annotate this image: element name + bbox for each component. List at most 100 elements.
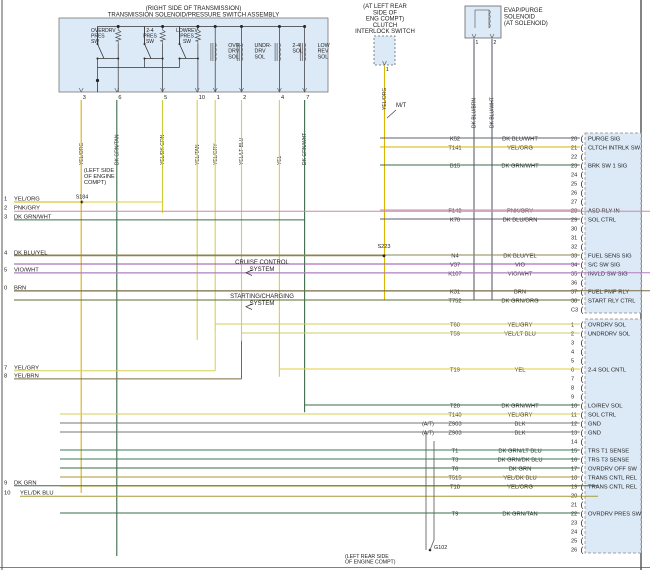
svg-text:31: 31 — [571, 235, 577, 241]
svg-text:Z903: Z903 — [448, 421, 461, 427]
svg-text:K70: K70 — [450, 217, 460, 223]
svg-text:YEL/TAN: YEL/TAN — [195, 144, 201, 165]
svg-text:3: 3 — [83, 95, 86, 101]
svg-text:10: 10 — [199, 95, 205, 101]
svg-text:COMPT): COMPT) — [84, 180, 106, 186]
svg-text:24: 24 — [571, 529, 577, 535]
svg-text:TRANSMISSION SOLENOID/PRESSURE: TRANSMISSION SOLENOID/PRESSURE SWITCH AS… — [108, 13, 280, 19]
svg-text:YEL/ORG: YEL/ORG — [14, 197, 40, 203]
svg-text:SW: SW — [183, 39, 191, 45]
svg-text:4: 4 — [281, 95, 284, 101]
svg-text:23: 23 — [571, 163, 577, 169]
svg-text:SOL: SOL — [255, 54, 266, 60]
svg-text:ENG COMPT): ENG COMPT) — [366, 17, 404, 23]
svg-text:YEL/LT BLU: YEL/LT BLU — [239, 137, 245, 165]
svg-text:26: 26 — [571, 190, 577, 196]
svg-text:DK BLU/YEL: DK BLU/YEL — [14, 250, 48, 256]
svg-text:14: 14 — [571, 439, 577, 445]
svg-text:YEL/DK BLU: YEL/DK BLU — [503, 475, 537, 481]
svg-text:FUEL SENS SIG: FUEL SENS SIG — [588, 253, 632, 259]
svg-text:OVRDRV PRES SW: OVRDRV PRES SW — [588, 511, 642, 517]
svg-text:SIDE OF: SIDE OF — [373, 10, 397, 16]
svg-text:18: 18 — [571, 475, 577, 481]
svg-text:(RIGHT SIDE OF TRANSMISSION): (RIGHT SIDE OF TRANSMISSION) — [146, 6, 241, 12]
svg-text:T515: T515 — [448, 475, 461, 481]
svg-text:17: 17 — [571, 466, 577, 472]
svg-text:C3: C3 — [571, 307, 578, 313]
svg-text:K31: K31 — [450, 289, 460, 295]
svg-text:CLUTCH: CLUTCH — [373, 23, 397, 29]
svg-text:DK GRN/WHT: DK GRN/WHT — [501, 163, 539, 169]
svg-text:EVAP/PURGE: EVAP/PURGE — [504, 8, 543, 14]
svg-text:SW: SW — [146, 39, 154, 45]
svg-text:Z903: Z903 — [448, 430, 461, 436]
svg-text:20: 20 — [571, 136, 577, 142]
svg-text:7: 7 — [571, 376, 574, 382]
svg-text:SYSTEM: SYSTEM — [250, 301, 275, 307]
svg-text:5: 5 — [571, 358, 574, 364]
svg-text:SOL CTRL: SOL CTRL — [588, 217, 617, 223]
svg-text:25: 25 — [571, 181, 577, 187]
svg-text:24: 24 — [571, 172, 577, 178]
svg-text:BRN: BRN — [14, 285, 26, 291]
svg-text:33: 33 — [571, 253, 577, 259]
svg-text:OVRDRV SOL: OVRDRV SOL — [588, 322, 627, 328]
svg-text:YEL/DK GRN: YEL/DK GRN — [160, 134, 166, 165]
svg-text:T59: T59 — [450, 331, 460, 337]
svg-text:T19: T19 — [450, 367, 460, 373]
svg-text:SYSTEM: SYSTEM — [250, 267, 275, 273]
svg-text:27: 27 — [571, 199, 577, 205]
svg-text:29: 29 — [571, 217, 577, 223]
svg-text:FUEL PMP RLY: FUEL PMP RLY — [588, 289, 629, 295]
svg-text:PNK/GRY: PNK/GRY — [14, 206, 40, 212]
svg-text:30: 30 — [571, 226, 577, 232]
svg-text:15: 15 — [571, 448, 577, 454]
svg-text:YEL/ORG: YEL/ORG — [507, 484, 533, 490]
svg-text:(A/T): (A/T) — [422, 421, 434, 427]
svg-text:SOL CTRL: SOL CTRL — [588, 412, 617, 418]
svg-text:1: 1 — [217, 95, 220, 101]
svg-text:DK GRN/WHT: DK GRN/WHT — [14, 214, 52, 220]
svg-text:DK BLU/BRN: DK BLU/BRN — [503, 217, 538, 223]
svg-text:1: 1 — [571, 322, 574, 328]
svg-text:LO/REV SOL: LO/REV SOL — [588, 403, 623, 409]
svg-text:34: 34 — [571, 262, 577, 268]
svg-text:(A/T): (A/T) — [422, 430, 434, 436]
svg-text:25: 25 — [571, 538, 577, 544]
svg-text:SOLENOID: SOLENOID — [504, 15, 536, 21]
svg-text:B15: B15 — [450, 163, 460, 169]
svg-text:5: 5 — [164, 95, 167, 101]
svg-text:BRN: BRN — [514, 289, 526, 295]
svg-text:DK BLU/WHT: DK BLU/WHT — [490, 97, 496, 128]
svg-text:T1: T1 — [452, 448, 459, 454]
svg-text:G102: G102 — [434, 545, 447, 551]
svg-text:T18: T18 — [450, 484, 460, 490]
svg-text:DK GRN/LT BLU: DK GRN/LT BLU — [498, 448, 541, 454]
svg-text:PURGE SIG: PURGE SIG — [588, 136, 621, 142]
svg-text:22: 22 — [571, 154, 577, 160]
svg-text:10: 10 — [571, 403, 577, 409]
svg-text:(: ( — [581, 304, 584, 314]
svg-text:YEL: YEL — [515, 367, 527, 373]
svg-text:0: 0 — [4, 285, 7, 291]
svg-text:23: 23 — [571, 520, 577, 526]
svg-text:13: 13 — [571, 430, 577, 436]
svg-text:22: 22 — [571, 511, 577, 517]
svg-text:7: 7 — [4, 365, 7, 371]
svg-text:GND: GND — [588, 421, 601, 427]
svg-text:N4: N4 — [451, 253, 459, 259]
svg-text:TRANS CNTL REL: TRANS CNTL REL — [588, 484, 638, 490]
svg-text:9: 9 — [571, 394, 574, 400]
svg-text:11: 11 — [571, 412, 577, 418]
svg-text:SOL: SOL — [292, 49, 303, 55]
svg-text:T9: T9 — [452, 511, 459, 517]
svg-text:S184: S184 — [76, 195, 89, 201]
svg-text:DK GRN/WHT: DK GRN/WHT — [501, 403, 539, 409]
svg-text:K107: K107 — [448, 271, 462, 277]
svg-text:7: 7 — [306, 95, 309, 101]
svg-text:SOL: SOL — [318, 54, 329, 60]
svg-text:1: 1 — [386, 67, 389, 73]
svg-text:INTERLOCK SWITCH: INTERLOCK SWITCH — [355, 29, 415, 35]
svg-text:STARTING/CHARGING: STARTING/CHARGING — [230, 294, 294, 300]
svg-text:BRK SW 1 SIG: BRK SW 1 SIG — [588, 163, 628, 169]
